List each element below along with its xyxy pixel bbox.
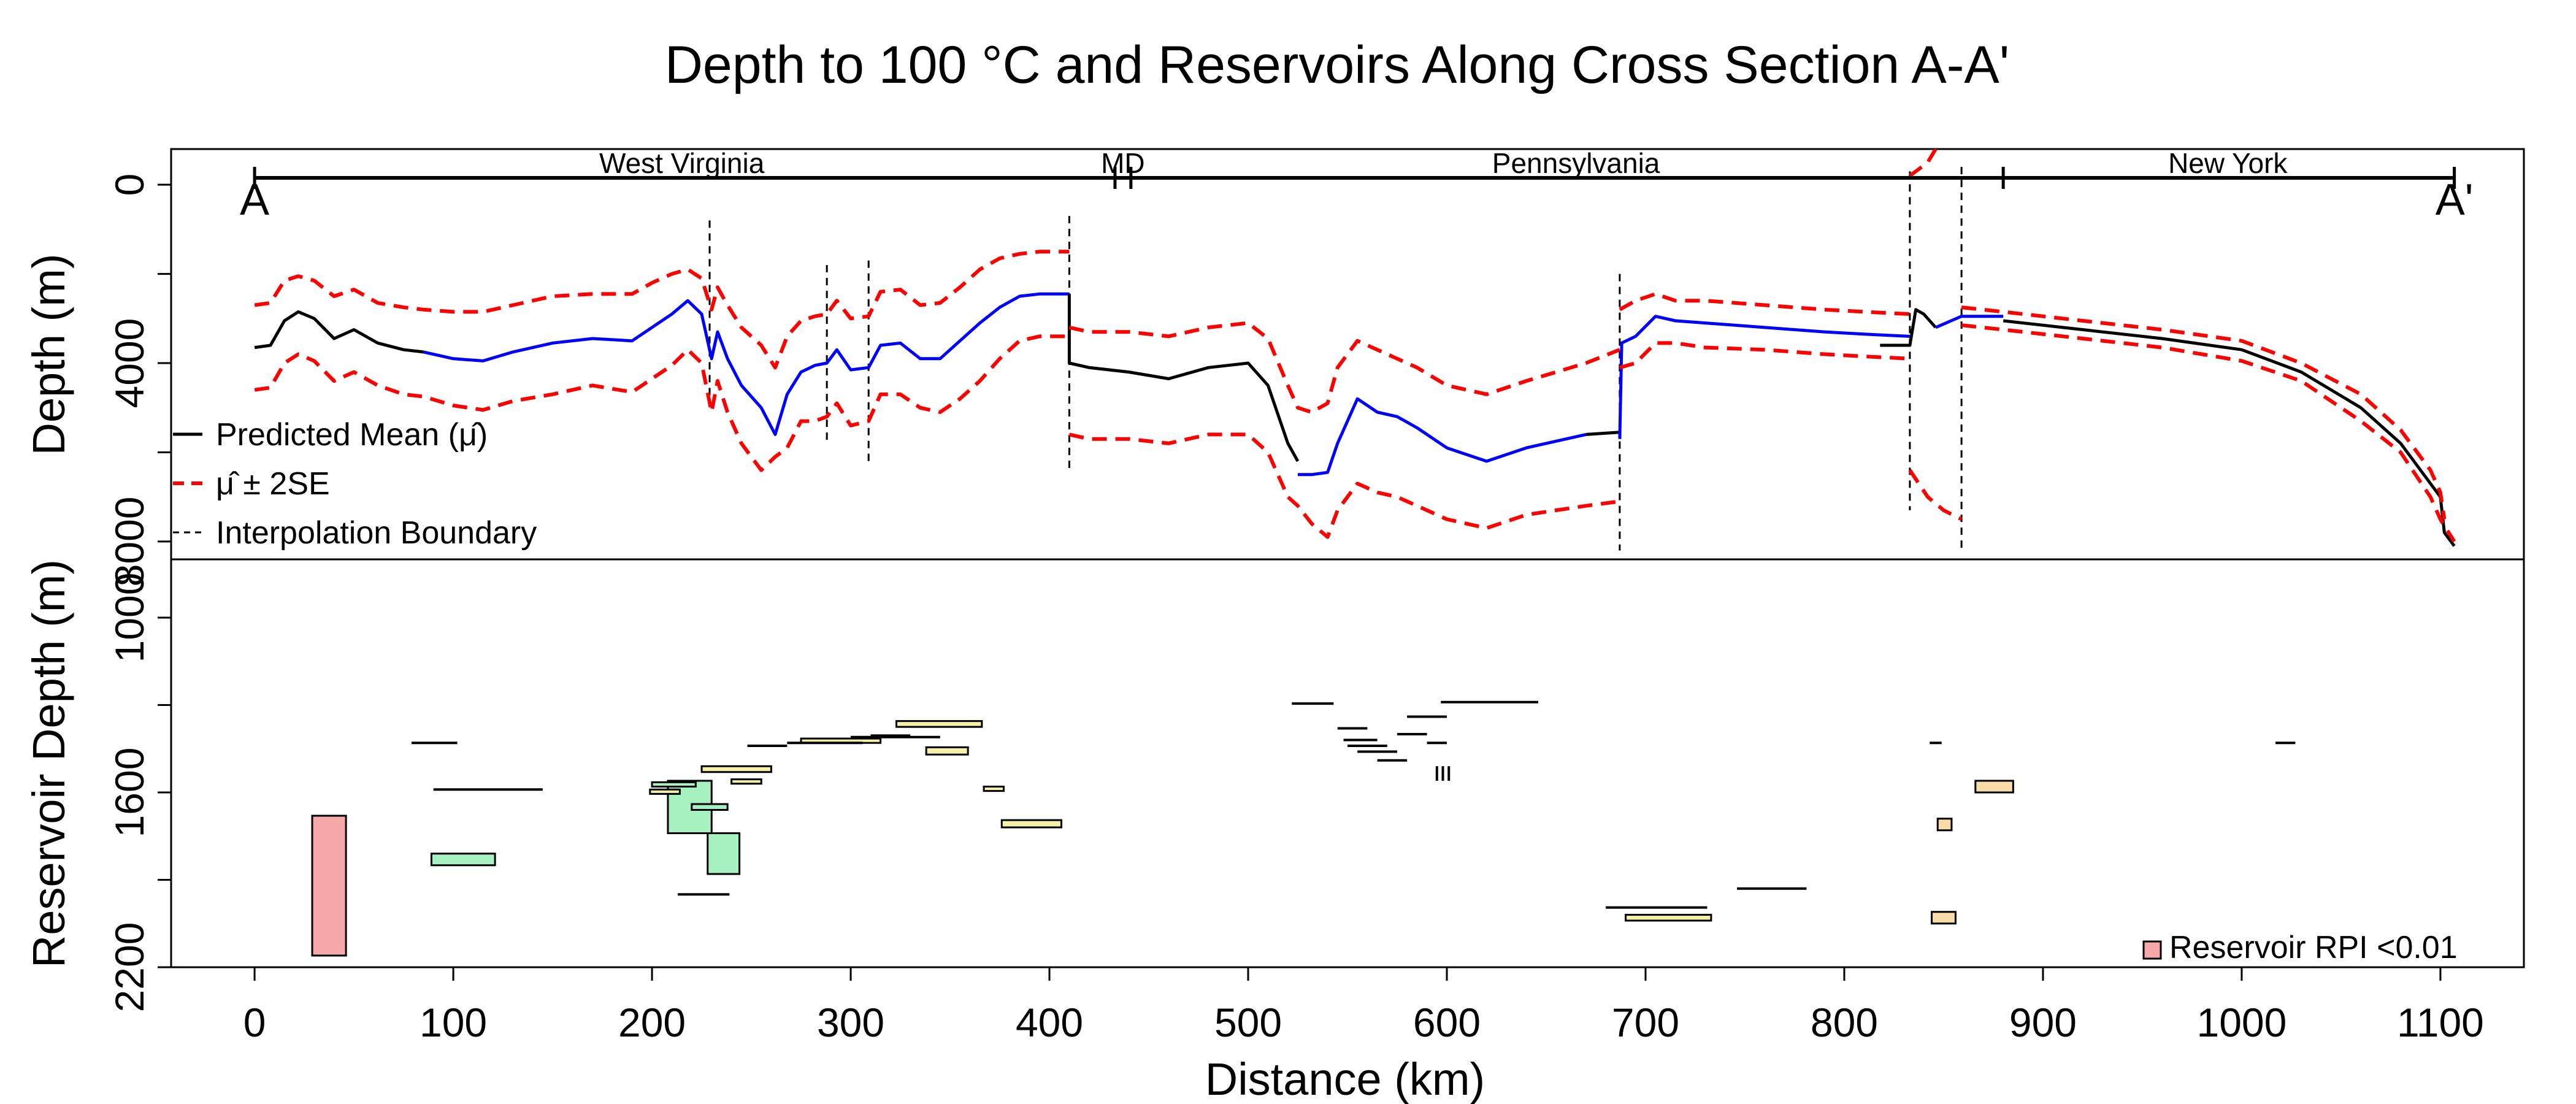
mean-line-7 xyxy=(1935,315,2004,329)
se-band-line-9 xyxy=(254,250,1070,370)
mean-line-2 xyxy=(1067,294,1300,462)
reservoir-rect-7 xyxy=(700,765,772,773)
mean-line-3 xyxy=(1298,397,1587,477)
bottom-y-tick-label-1: 1600 xyxy=(107,748,152,838)
se-band-line-18 xyxy=(1961,323,2456,543)
reservoir-rect-0 xyxy=(311,815,347,957)
x-axis: 0 100 200 300 400 500 600 700 800 900 1000 1100 xyxy=(243,967,2484,1045)
reservoir-rect-6 xyxy=(649,788,681,795)
bottom-y-tick-label-2: 2200 xyxy=(107,922,152,1013)
se-band-line-13 xyxy=(1619,292,1911,316)
bottom-y-axis-label: Reservoir Depth (m) xyxy=(23,559,74,968)
reservoir-rect-10 xyxy=(895,720,983,728)
mean-line-0 xyxy=(254,310,424,354)
reservoir-rect-3 xyxy=(707,832,741,875)
reservoir-rect-15 xyxy=(1931,911,1957,925)
x-tick-label-0: 0 xyxy=(243,1000,266,1045)
se-band-line-16 xyxy=(1908,469,1963,521)
x-tick-label-7: 700 xyxy=(1612,1000,1679,1045)
x-tick-label-11: 1100 xyxy=(2397,1000,2484,1045)
bottom-plot-frame xyxy=(170,558,2525,968)
legend-se-label: μ̂ ± 2SE xyxy=(216,466,330,502)
se-band-line-10 xyxy=(254,334,1070,472)
bottom-panel: 1000 1600 2200 Reservoir Depth (m) Reservo… xyxy=(23,558,2525,1013)
x-tick-label-2: 200 xyxy=(618,1000,686,1045)
reservoir-rect-14 xyxy=(1625,914,1712,922)
bottom-y-tick-label-0: 1000 xyxy=(107,573,152,663)
x-tick-label-1: 100 xyxy=(420,1000,487,1045)
mean-line-4 xyxy=(1585,431,1620,436)
se-band-line-12 xyxy=(1068,432,1620,539)
endpoint-label-a-prime: A' xyxy=(2436,175,2474,224)
state-label-2: Pennsylvania xyxy=(1492,147,1660,179)
top-y-tick-label-1: 4000 xyxy=(107,318,152,408)
x-tick-label-6: 600 xyxy=(1413,1000,1481,1045)
state-label-1: MD xyxy=(1101,147,1145,179)
reservoir-rect-13 xyxy=(1000,819,1062,829)
x-tick-label-4: 400 xyxy=(1016,1000,1083,1045)
bottom-legend: Reservoir RPI <0.01 xyxy=(2142,930,2458,965)
state-label-0: West Virginia xyxy=(599,147,765,179)
mean-line-5 xyxy=(1618,315,1911,439)
se-band-line-17 xyxy=(1961,305,2447,520)
endpoint-label-a: A xyxy=(240,175,269,224)
top-y-ticks: 0 4000 8000 xyxy=(107,174,171,586)
state-label-3: New York xyxy=(2168,147,2288,179)
top-y-axis-label: Depth (m) xyxy=(23,254,74,456)
mean-line-6 xyxy=(1880,308,1937,347)
mean-line-8 xyxy=(2003,319,2456,547)
reservoir-rect-16 xyxy=(1936,818,1953,832)
legend-mean-label: Predicted Mean (μ̂) xyxy=(216,417,488,453)
x-tick-label-5: 500 xyxy=(1214,1000,1282,1045)
chart-title: Depth to 100 °C and Reservoirs Along Cro… xyxy=(665,36,2009,94)
legend-rpi-label: Reservoir RPI <0.01 xyxy=(2169,930,2458,965)
se-band-line-15 xyxy=(1909,149,1938,178)
legend-boundary-label: Interpolation Boundary xyxy=(216,515,537,551)
reservoir-rect-8 xyxy=(730,778,762,785)
se-band-line-11 xyxy=(1068,321,1621,414)
reservoir-rect-12 xyxy=(983,786,1005,792)
top-legend: Predicted Mean (μ̂) μ̂ ± 2SE Interpolation… xyxy=(173,417,537,551)
x-tick-label-8: 800 xyxy=(1811,1000,1878,1045)
top-y-tick-label-2: 8000 xyxy=(107,496,152,586)
x-axis-label: Distance (km) xyxy=(1205,1054,1485,1104)
x-tick-label-9: 900 xyxy=(2009,1000,2077,1045)
bottom-y-ticks: 1000 1600 2200 xyxy=(107,573,171,1013)
x-tick-label-3: 300 xyxy=(817,1000,884,1045)
reservoir-rect-17 xyxy=(1974,780,2014,794)
top-panel: 0 4000 8000 Depth (m) West Virginia MD Penns… xyxy=(23,147,2525,586)
reservoir-rect-11 xyxy=(925,746,969,756)
reservoir-rect-5 xyxy=(691,803,729,811)
legend-rpi-swatch xyxy=(2142,940,2162,960)
state-bar: West Virginia MD Pennsylvania New York A A' xyxy=(240,147,2473,224)
x-tick-label-10: 1000 xyxy=(2197,1000,2287,1045)
top-y-tick-label-0: 0 xyxy=(107,174,152,196)
reservoir-rect-1 xyxy=(430,853,496,867)
reservoir-rect-4 xyxy=(651,781,697,788)
se-band-line-14 xyxy=(1619,341,1911,370)
mean-line-1 xyxy=(423,292,1070,436)
